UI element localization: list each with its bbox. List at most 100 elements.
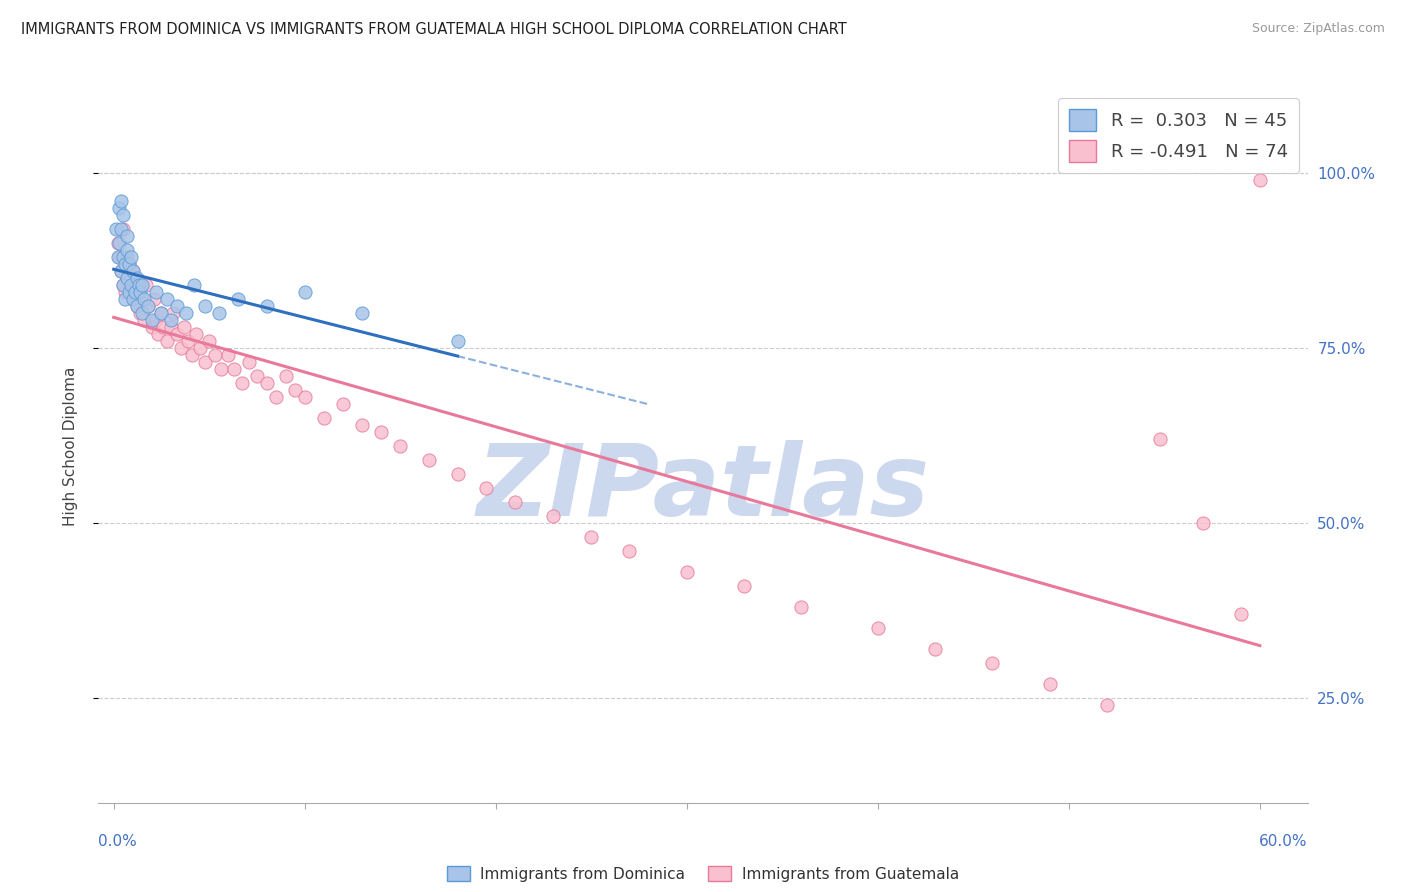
Point — [924, 641, 946, 656]
Point — [131, 278, 153, 293]
Point — [107, 250, 129, 264]
Point — [136, 299, 159, 313]
Text: IMMIGRANTS FROM DOMINICA VS IMMIGRANTS FROM GUATEMALA HIGH SCHOOL DIPLOMA CORREL: IMMIGRANTS FROM DOMINICA VS IMMIGRANTS F… — [21, 22, 846, 37]
Point — [134, 313, 156, 327]
Point — [142, 292, 165, 306]
Point — [115, 271, 138, 285]
Point — [112, 278, 135, 293]
Point — [160, 320, 183, 334]
Point — [131, 306, 153, 320]
Point — [256, 376, 278, 390]
Point — [118, 285, 141, 299]
Point — [107, 236, 129, 251]
Point — [238, 355, 260, 369]
Point — [131, 292, 153, 306]
Point — [418, 453, 440, 467]
Point — [104, 222, 127, 236]
Point — [350, 306, 373, 320]
Legend: Immigrants from Dominica, Immigrants from Guatemala: Immigrants from Dominica, Immigrants fro… — [440, 860, 966, 888]
Point — [129, 285, 152, 299]
Point — [112, 250, 135, 264]
Point — [675, 565, 697, 579]
Point — [114, 285, 136, 299]
Point — [110, 222, 132, 236]
Point — [135, 278, 157, 293]
Point — [981, 656, 1004, 670]
Point — [128, 278, 150, 293]
Point — [503, 495, 526, 509]
Point — [1039, 677, 1062, 691]
Point — [115, 271, 138, 285]
Point — [208, 306, 231, 320]
Point — [125, 299, 148, 313]
Point — [183, 278, 205, 293]
Point — [181, 348, 204, 362]
Point — [162, 306, 184, 320]
Point — [177, 334, 200, 348]
Point — [184, 327, 207, 342]
Point — [231, 376, 253, 390]
Point — [446, 467, 468, 481]
Point — [115, 243, 138, 257]
Point — [115, 250, 138, 264]
Point — [217, 348, 239, 362]
Point — [312, 411, 335, 425]
Point — [733, 579, 755, 593]
Point — [121, 292, 143, 306]
Point — [160, 313, 183, 327]
Point — [1191, 516, 1213, 530]
Point — [124, 278, 146, 293]
Point — [332, 397, 354, 411]
Point — [866, 621, 889, 635]
Point — [1095, 698, 1118, 712]
Point — [150, 306, 173, 320]
Point — [475, 481, 498, 495]
Point — [204, 348, 226, 362]
Point — [118, 257, 141, 271]
Point — [350, 417, 373, 432]
Point — [110, 264, 132, 278]
Point — [284, 383, 307, 397]
Point — [115, 229, 138, 244]
Point — [121, 292, 143, 306]
Point — [120, 278, 142, 293]
Point — [112, 222, 135, 236]
Point — [198, 334, 221, 348]
Y-axis label: High School Diploma: High School Diploma — [63, 367, 77, 525]
Point — [125, 299, 148, 313]
Point — [110, 194, 132, 208]
Point — [1229, 607, 1251, 621]
Point — [188, 341, 211, 355]
Point — [370, 425, 392, 439]
Point — [156, 334, 179, 348]
Point — [145, 285, 167, 299]
Point — [141, 313, 163, 327]
Point — [166, 327, 188, 342]
Point — [156, 292, 179, 306]
Point — [114, 292, 136, 306]
Point — [141, 320, 163, 334]
Point — [146, 327, 169, 342]
Point — [108, 201, 131, 215]
Point — [226, 292, 249, 306]
Point — [134, 292, 156, 306]
Text: ZIPatlas: ZIPatlas — [477, 441, 929, 537]
Point — [264, 390, 287, 404]
Point — [446, 334, 468, 348]
Point — [108, 250, 131, 264]
Point — [125, 271, 148, 285]
Point — [1249, 173, 1271, 187]
Point — [120, 250, 142, 264]
Point — [120, 278, 142, 293]
Point — [619, 544, 641, 558]
Point — [790, 599, 813, 614]
Point — [194, 299, 217, 313]
Point — [136, 299, 159, 313]
Point — [114, 257, 136, 271]
Point — [209, 362, 232, 376]
Point — [128, 285, 150, 299]
Point — [222, 362, 245, 376]
Point — [581, 530, 603, 544]
Point — [389, 439, 412, 453]
Point — [152, 320, 174, 334]
